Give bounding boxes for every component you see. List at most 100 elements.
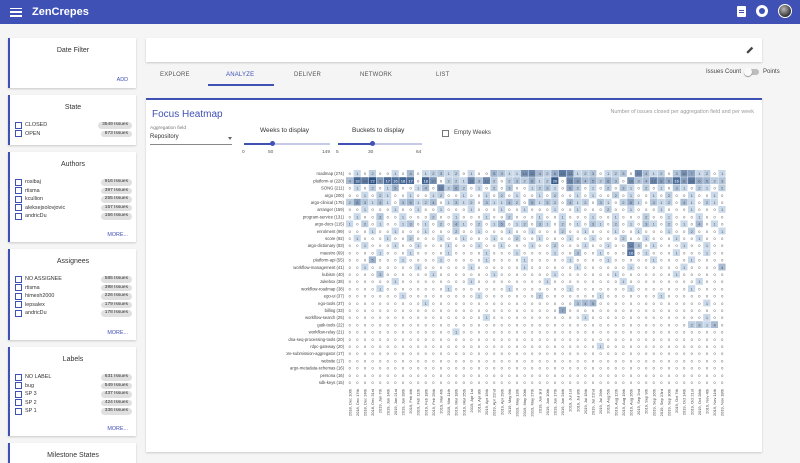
heatmap-cell[interactable] [634, 292, 642, 300]
heatmap-cell[interactable] [634, 335, 642, 343]
heatmap-cell[interactable] [384, 227, 392, 235]
heatmap-cell[interactable] [361, 206, 369, 213]
heatmap-cell[interactable] [574, 328, 582, 336]
heatmap-cell[interactable] [680, 357, 688, 364]
heatmap-cell[interactable] [657, 321, 665, 328]
heatmap-cell[interactable] [482, 321, 490, 328]
heatmap-cell[interactable] [490, 299, 498, 307]
heatmap-cell[interactable] [475, 306, 483, 314]
heatmap-cell[interactable] [688, 357, 696, 364]
heatmap-cell[interactable] [596, 220, 604, 228]
heatmap-cell[interactable] [596, 256, 604, 264]
heatmap-cell[interactable] [574, 342, 582, 350]
heatmap-cell[interactable] [505, 256, 513, 264]
heatmap-cell[interactable] [703, 321, 711, 328]
heatmap-cell[interactable] [346, 242, 354, 249]
heatmap-cell[interactable] [710, 170, 718, 177]
heatmap-cell[interactable] [566, 213, 574, 220]
heatmap-cell[interactable] [422, 335, 430, 343]
heatmap-cell[interactable] [703, 350, 711, 357]
heatmap-cell[interactable] [604, 299, 612, 307]
heatmap-cell[interactable] [361, 335, 369, 343]
heatmap-cell[interactable] [475, 335, 483, 343]
heatmap-cell[interactable] [528, 342, 536, 350]
heatmap-cell[interactable] [650, 170, 658, 177]
heatmap-cell[interactable] [574, 314, 582, 321]
heatmap-cell[interactable] [672, 213, 680, 220]
heatmap-cell[interactable] [467, 191, 475, 199]
heatmap-cell[interactable] [718, 206, 726, 213]
heatmap-cell[interactable] [406, 321, 414, 328]
heatmap-cell[interactable] [391, 342, 399, 350]
heatmap-cell[interactable] [634, 220, 642, 228]
heatmap-cell[interactable] [429, 350, 437, 357]
heatmap-cell[interactable] [718, 335, 726, 343]
heatmap-cell[interactable] [406, 299, 414, 307]
heatmap-cell[interactable] [619, 342, 627, 350]
heatmap-cell[interactable] [634, 249, 642, 256]
heatmap-cell[interactable] [391, 357, 399, 364]
edit-query-icon[interactable] [746, 46, 754, 54]
heatmap-cell[interactable] [604, 227, 612, 235]
heatmap-cell[interactable] [513, 335, 521, 343]
assignee-checkbox[interactable] [15, 309, 22, 317]
heatmap-cell[interactable] [680, 220, 688, 228]
heatmap-cell[interactable] [422, 306, 430, 314]
heatmap-cell[interactable] [528, 184, 536, 192]
heatmap-cell[interactable] [368, 278, 376, 285]
heatmap-cell[interactable] [513, 314, 521, 321]
heatmap-cell[interactable] [475, 249, 483, 256]
heatmap-cell[interactable] [543, 278, 551, 285]
heatmap-cell[interactable] [368, 234, 376, 242]
heatmap-cell[interactable] [581, 328, 589, 336]
label-checkbox[interactable] [15, 390, 22, 398]
heatmap-cell[interactable] [437, 220, 445, 228]
heatmap-cell[interactable] [551, 177, 559, 184]
heatmap-cell[interactable] [703, 371, 711, 379]
heatmap-cell[interactable] [596, 342, 604, 350]
heatmap-cell[interactable] [346, 285, 354, 292]
heatmap-cell[interactable] [581, 371, 589, 379]
heatmap-cell[interactable] [604, 278, 612, 285]
heatmap-cell[interactable] [642, 371, 650, 379]
heatmap-cell[interactable] [688, 198, 696, 206]
heatmap-cell[interactable] [718, 371, 726, 379]
heatmap-cell[interactable] [490, 285, 498, 292]
heatmap-cell[interactable] [574, 371, 582, 379]
heatmap-cell[interactable] [346, 378, 354, 386]
heatmap-cell[interactable] [543, 234, 551, 242]
heatmap-cell[interactable] [581, 242, 589, 249]
heatmap-cell[interactable] [460, 350, 468, 357]
heatmap-cell[interactable] [650, 270, 658, 278]
heatmap-cell[interactable] [467, 292, 475, 300]
heatmap-cell[interactable] [672, 299, 680, 307]
heatmap-cell[interactable] [642, 213, 650, 220]
heatmap-cell[interactable] [604, 328, 612, 336]
heatmap-cell[interactable] [574, 350, 582, 357]
heatmap-cell[interactable] [444, 256, 452, 264]
heatmap-cell[interactable] [718, 249, 726, 256]
heatmap-cell[interactable] [596, 198, 604, 206]
heatmap-cell[interactable] [536, 342, 544, 350]
heatmap-cell[interactable] [627, 213, 635, 220]
heatmap-cell[interactable] [665, 191, 673, 199]
heatmap-cell[interactable] [710, 342, 718, 350]
heatmap-cell[interactable] [368, 213, 376, 220]
heatmap-cell[interactable] [406, 278, 414, 285]
heatmap-cell[interactable] [368, 306, 376, 314]
heatmap-cell[interactable] [520, 198, 528, 206]
heatmap-cell[interactable] [482, 198, 490, 206]
heatmap-cell[interactable] [399, 357, 407, 364]
heatmap-cell[interactable] [391, 242, 399, 249]
heatmap-cell[interactable] [361, 299, 369, 307]
heatmap-cell[interactable] [414, 292, 422, 300]
heatmap-cell[interactable] [384, 364, 392, 372]
heatmap-cell[interactable] [672, 198, 680, 206]
heatmap-cell[interactable] [490, 292, 498, 300]
heatmap-cell[interactable] [505, 177, 513, 184]
heatmap-cell[interactable] [498, 306, 506, 314]
heatmap-cell[interactable] [353, 292, 361, 300]
heatmap-cell[interactable] [452, 371, 460, 379]
heatmap-cell[interactable] [551, 335, 559, 343]
heatmap-cell[interactable] [490, 198, 498, 206]
